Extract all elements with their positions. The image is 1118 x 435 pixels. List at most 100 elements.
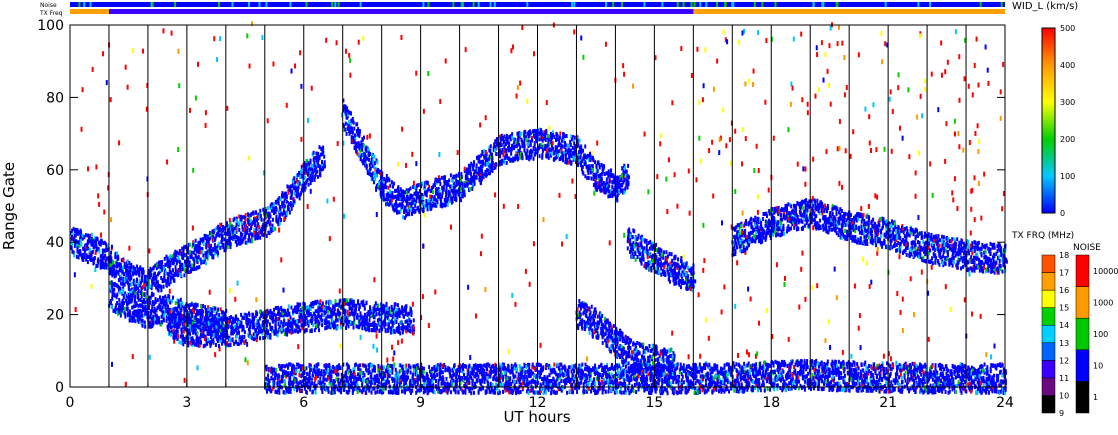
data-point	[519, 145, 522, 150]
data-point	[235, 322, 238, 327]
data-point	[358, 323, 361, 328]
data-point	[384, 317, 387, 322]
data-point	[252, 210, 255, 215]
data-point	[528, 155, 531, 160]
data-point	[206, 250, 209, 255]
data-point	[312, 150, 315, 155]
data-point	[540, 130, 543, 135]
data-point	[159, 260, 162, 265]
data-point	[301, 306, 304, 311]
data-point	[267, 329, 270, 334]
data-point	[930, 264, 933, 270]
data-point	[484, 287, 487, 293]
data-point	[361, 321, 364, 326]
data-point	[329, 325, 332, 330]
data-point	[222, 324, 225, 329]
data-point	[163, 272, 166, 277]
data-point	[91, 257, 94, 262]
data-point	[445, 194, 448, 199]
data-point	[462, 187, 465, 192]
data-point	[502, 152, 505, 158]
data-point	[865, 260, 868, 266]
data-point	[225, 240, 228, 245]
data-point	[97, 257, 100, 262]
data-point	[206, 315, 209, 320]
data-point	[514, 140, 517, 145]
data-point	[178, 316, 181, 321]
data-point	[374, 301, 377, 306]
data-point	[223, 327, 226, 332]
data-point	[234, 230, 237, 235]
data-point	[150, 318, 153, 323]
data-point	[486, 162, 489, 167]
data-point	[204, 316, 207, 321]
data-point	[247, 320, 250, 325]
data-point	[245, 320, 248, 325]
data-point	[148, 281, 151, 286]
data-point	[701, 97, 704, 103]
data-point	[286, 184, 289, 189]
data-point	[287, 207, 290, 212]
data-point	[111, 269, 114, 274]
data-point	[744, 136, 747, 142]
data-point	[515, 150, 518, 155]
data-point	[477, 154, 480, 159]
data-point	[435, 191, 438, 196]
data-point	[140, 276, 143, 281]
data-point	[396, 307, 399, 312]
data-point	[120, 258, 123, 263]
data-point	[333, 310, 336, 315]
data-point	[485, 168, 488, 173]
data-point	[139, 280, 142, 285]
data-point	[257, 319, 260, 324]
data-point	[515, 93, 518, 99]
data-point	[199, 246, 202, 251]
data-point	[492, 148, 495, 153]
txfreq-bar-segment	[70, 9, 109, 14]
data-point	[144, 286, 147, 291]
data-point	[498, 154, 501, 159]
noise-bar-segment	[231, 2, 234, 7]
noise-bar-segment	[337, 2, 340, 7]
data-point	[511, 143, 514, 148]
data-point	[800, 266, 803, 272]
data-point	[235, 334, 238, 339]
data-point	[271, 319, 274, 324]
data-point	[188, 242, 191, 247]
data-point	[789, 101, 792, 107]
data-point	[208, 244, 211, 249]
data-point	[137, 293, 140, 298]
data-point	[98, 260, 101, 265]
data-point	[350, 320, 353, 325]
data-point	[383, 319, 386, 324]
data-point	[350, 307, 353, 312]
data-point	[876, 250, 879, 256]
data-point	[161, 298, 164, 303]
data-point	[449, 194, 452, 199]
data-point	[197, 255, 200, 260]
data-point	[284, 309, 287, 314]
data-point	[483, 149, 486, 154]
data-point	[164, 262, 167, 267]
data-point	[213, 242, 216, 247]
data-point	[442, 184, 445, 189]
data-point	[281, 311, 284, 316]
data-point	[271, 325, 274, 330]
data-point	[316, 159, 319, 164]
data-point	[130, 287, 133, 292]
data-point	[464, 174, 467, 179]
data-point	[243, 335, 246, 340]
data-point	[263, 218, 266, 223]
data-point	[346, 126, 349, 131]
data-point	[917, 150, 920, 156]
data-point	[188, 315, 191, 320]
data-point	[385, 174, 388, 179]
data-point	[129, 275, 132, 280]
data-point	[133, 318, 136, 323]
data-point	[298, 181, 301, 186]
data-point	[71, 249, 74, 254]
data-point	[332, 304, 335, 309]
noise-bar-segment	[460, 2, 463, 7]
data-point	[546, 143, 549, 148]
data-point	[183, 259, 186, 264]
